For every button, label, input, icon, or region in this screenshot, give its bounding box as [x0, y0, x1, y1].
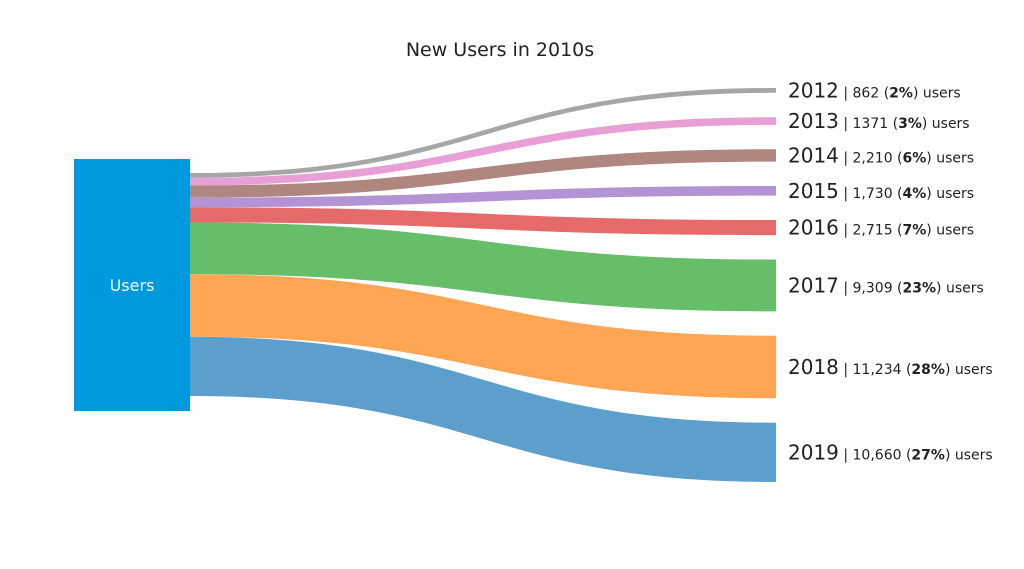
target-year: 2019: [788, 440, 839, 464]
target-label-2015: 2015 | 1,730 (4%) users: [788, 179, 974, 203]
target-percent: 4%: [903, 186, 927, 202]
flow-band-2019: [190, 336, 776, 482]
target-value: | 1,730 (: [839, 186, 903, 202]
source-node-label: Users: [110, 276, 155, 295]
target-unit: ) users: [922, 116, 970, 132]
target-percent: 23%: [903, 280, 937, 296]
target-value: | 11,234 (: [839, 362, 912, 378]
target-percent: 3%: [898, 116, 922, 132]
target-year: 2014: [788, 143, 839, 167]
target-year: 2017: [788, 273, 839, 297]
chart-title: New Users in 2010s: [406, 39, 594, 61]
flow-band-2015: [190, 185, 776, 208]
target-label-2013: 2013 | 1371 (3%) users: [788, 109, 970, 133]
target-percent: 7%: [903, 223, 927, 239]
target-value: | 1371 (: [839, 116, 898, 132]
target-year: 2016: [788, 216, 839, 240]
target-value: | 2,210 (: [839, 150, 903, 166]
target-label-2014: 2014 | 2,210 (6%) users: [788, 143, 974, 167]
target-unit: ) users: [945, 447, 993, 463]
target-unit: ) users: [926, 150, 974, 166]
target-unit: ) users: [926, 223, 974, 239]
target-percent: 28%: [911, 362, 945, 378]
flow-band-2012: [190, 88, 776, 178]
sankey-links: [190, 88, 776, 482]
flow-band-2013: [190, 117, 776, 186]
flow-band-2016: [190, 207, 776, 236]
flow-band-2014: [190, 149, 776, 198]
target-percent: 6%: [903, 150, 927, 166]
target-value: | 10,660 (: [839, 447, 912, 463]
target-label-2012: 2012 | 862 (2%) users: [788, 78, 961, 102]
target-label-2016: 2016 | 2,715 (7%) users: [788, 216, 974, 240]
source-node-users: [74, 159, 190, 411]
target-unit: ) users: [936, 280, 984, 296]
target-percent: 2%: [889, 85, 913, 101]
target-year: 2013: [788, 109, 839, 133]
target-value: | 9,309 (: [839, 280, 903, 296]
target-label-2017: 2017 | 9,309 (23%) users: [788, 273, 984, 297]
target-value: | 2,715 (: [839, 223, 903, 239]
target-year: 2012: [788, 78, 839, 102]
target-value: | 862 (: [839, 85, 889, 101]
target-unit: ) users: [913, 85, 961, 101]
target-year: 2015: [788, 179, 839, 203]
flow-band-2017: [190, 222, 776, 312]
target-unit: ) users: [945, 362, 993, 378]
target-percent: 27%: [911, 447, 945, 463]
target-year: 2018: [788, 355, 839, 379]
flow-band-2018: [190, 274, 776, 399]
target-label-2019: 2019 | 10,660 (27%) users: [788, 440, 993, 464]
target-label-2018: 2018 | 11,234 (28%) users: [788, 355, 993, 379]
target-unit: ) users: [926, 186, 974, 202]
